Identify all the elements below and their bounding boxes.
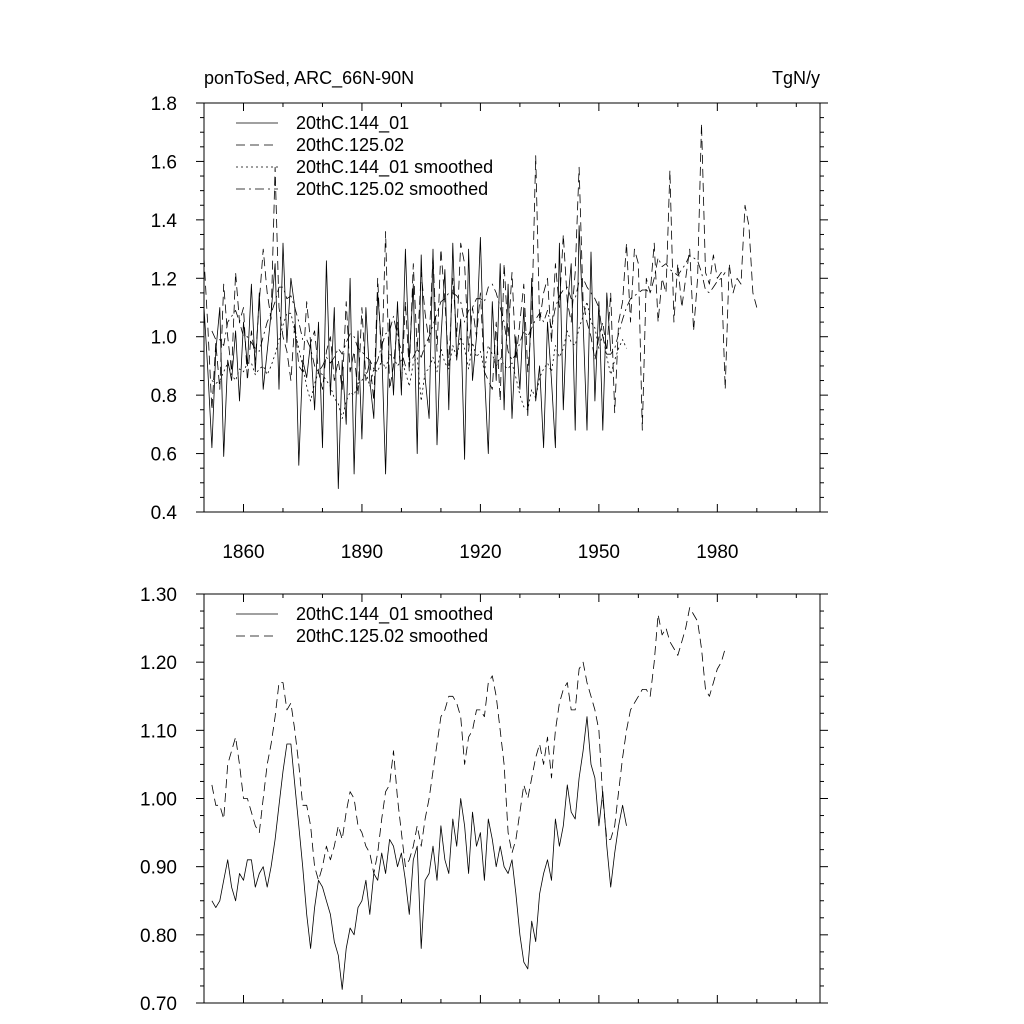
y-tick-label: 1.20 bbox=[140, 653, 177, 674]
top-panel-units: TgN/y bbox=[772, 68, 820, 88]
legend-label: 20thC.144_01 smoothed bbox=[296, 604, 493, 625]
bottom-panel: 0.70 0.80 0.90 1.00 1.10 1.20 1.30 20thC.144_0… bbox=[140, 585, 828, 1015]
bottom-axes-frame bbox=[203, 593, 821, 1004]
y-tick-label: 1.2 bbox=[151, 269, 177, 290]
bottom-plot-series bbox=[211, 607, 726, 990]
y-tick-label: 1.30 bbox=[140, 585, 177, 606]
series-line-20thc-144-01-smoothed bbox=[211, 301, 627, 419]
x-tick-label: 1860 bbox=[222, 542, 264, 563]
legend-label: 20thC.144_01 smoothed bbox=[296, 157, 493, 178]
top-panel: ponToSed, ARC_66N-90N TgN/y 0.4 0.6 0.8 1.0… bbox=[151, 68, 828, 563]
series-line-20thc-125-02 bbox=[203, 123, 758, 431]
y-tick-label: 1.0 bbox=[151, 328, 177, 349]
legend-label: 20thC.125.02 bbox=[296, 135, 404, 155]
y-tick-label: 0.80 bbox=[140, 926, 177, 947]
legend-label: 20thC.144_01 bbox=[296, 113, 409, 134]
legend-label: 20thC.125.02 smoothed bbox=[296, 179, 488, 199]
x-tick-label: 1950 bbox=[578, 542, 620, 563]
y-tick-label: 1.6 bbox=[151, 152, 177, 173]
x-tick-label: 1890 bbox=[341, 542, 383, 563]
top-axes-frame bbox=[203, 102, 821, 513]
y-tick-label: 0.90 bbox=[140, 858, 177, 879]
top-axis-ticks: 0.4 0.6 0.8 1.0 1.2 1.4 1.6 1.8 1860 1890 1920 1950… bbox=[151, 94, 828, 563]
y-tick-label: 1.4 bbox=[151, 211, 178, 232]
legend-label: 20thC.125.02 smoothed bbox=[296, 626, 488, 646]
y-tick-label: 0.6 bbox=[151, 445, 177, 466]
y-tick-label: 1.10 bbox=[140, 721, 177, 742]
y-tick-label: 0.8 bbox=[151, 386, 177, 407]
y-tick-label: 0.70 bbox=[140, 994, 177, 1015]
y-tick-label: 1.8 bbox=[151, 94, 177, 115]
y-tick-label: 0.4 bbox=[151, 503, 178, 524]
y-tick-label: 1.00 bbox=[140, 790, 177, 811]
x-tick-label: 1980 bbox=[696, 542, 738, 563]
bottom-axis-ticks: 0.70 0.80 0.90 1.00 1.10 1.20 1.30 bbox=[140, 585, 828, 1015]
top-panel-title: ponToSed, ARC_66N-90N bbox=[204, 68, 414, 89]
x-tick-label: 1920 bbox=[459, 542, 501, 563]
series-line-20thc-125-02-smoothed bbox=[211, 254, 726, 373]
top-plot-series bbox=[203, 123, 758, 490]
series-line-20thc-144-01-smoothed bbox=[211, 716, 627, 990]
series-line-20thc-125-02-smoothed bbox=[211, 607, 726, 881]
